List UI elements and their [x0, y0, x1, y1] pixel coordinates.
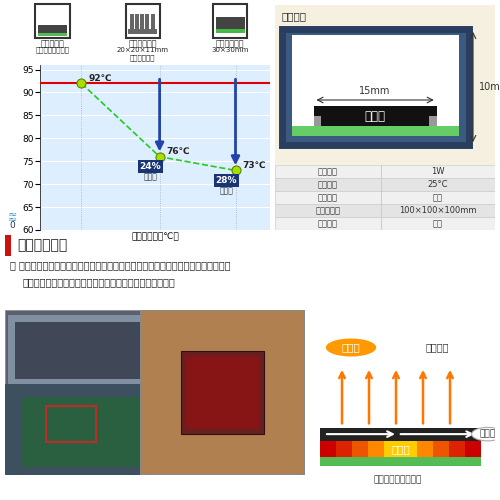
Bar — [275, 191, 495, 204]
Ellipse shape — [472, 428, 500, 441]
Text: 材質：アルミ: 材質：アルミ — [130, 54, 156, 60]
Bar — [130, 14, 134, 28]
Text: 放　射: 放 射 — [342, 342, 360, 352]
Bar — [5, 384, 170, 475]
Text: 伝　導: 伝 導 — [480, 430, 496, 438]
Bar — [151, 14, 154, 28]
Bar — [181, 351, 264, 434]
Bar — [46, 406, 96, 442]
Text: 25°C: 25°C — [428, 180, 448, 189]
Text: 10mm: 10mm — [478, 82, 500, 92]
Bar — [320, 440, 336, 457]
Text: 筐体材質: 筐体材質 — [318, 219, 338, 228]
Bar — [5, 234, 12, 256]
Bar — [186, 356, 259, 429]
Text: 遠赤外線: 遠赤外線 — [426, 342, 449, 352]
Bar — [314, 106, 436, 126]
Bar — [314, 116, 321, 126]
Bar — [8, 315, 166, 384]
Bar — [15, 322, 160, 380]
Bar — [400, 440, 416, 457]
X-axis label: 発熱体温度（℃）: 発熱体温度（℃） — [131, 233, 179, 242]
Bar — [140, 14, 144, 28]
Text: 発熱体のみ: 発熱体のみ — [41, 39, 64, 48]
Text: 20×20×11mm: 20×20×11mm — [117, 47, 169, 53]
Bar — [432, 440, 448, 457]
Bar — [213, 4, 248, 38]
Text: ヒートシンク: ヒートシンク — [128, 39, 157, 48]
Bar — [38, 33, 68, 36]
Bar — [448, 440, 464, 457]
Text: 0: 0 — [10, 222, 16, 230]
Text: ≈: ≈ — [8, 214, 17, 224]
Bar — [368, 440, 384, 457]
Text: 測定環境: 測定環境 — [318, 193, 338, 202]
Bar — [275, 204, 495, 217]
Bar — [384, 440, 400, 457]
Text: 密閉筐体: 密閉筐体 — [282, 11, 306, 21]
Bar — [464, 440, 480, 457]
Text: 28%: 28% — [216, 176, 237, 185]
Text: 周囲温度: 周囲温度 — [318, 180, 338, 189]
Text: 発　熱: 発 熱 — [391, 444, 410, 454]
Text: 低減率: 低減率 — [220, 186, 233, 196]
Bar — [216, 17, 245, 28]
Text: 76℃: 76℃ — [166, 146, 190, 156]
Text: 30×30mm: 30×30mm — [212, 47, 249, 53]
Bar — [275, 217, 495, 230]
Bar — [275, 178, 495, 191]
Bar — [320, 457, 480, 466]
Bar — [135, 14, 139, 28]
Bar — [282, 29, 469, 145]
Bar — [38, 24, 68, 32]
Text: 筐体サイズ: 筐体サイズ — [316, 206, 340, 215]
Bar — [128, 28, 158, 34]
Text: （放熱部品なし）: （放熱部品なし） — [36, 47, 70, 54]
Bar — [429, 116, 436, 126]
Text: 鉰鉄: 鉰鉄 — [433, 219, 443, 228]
Text: 73℃: 73℃ — [242, 160, 266, 170]
Text: 15mm: 15mm — [360, 86, 391, 96]
Text: 24%: 24% — [140, 162, 161, 171]
Bar — [292, 126, 458, 136]
Bar — [126, 4, 160, 38]
Text: の熱を均等に拡散することで高い放熱効果を実現します。: の熱を均等に拡散することで高い放熱効果を実現します。 — [22, 278, 175, 287]
Text: 入力電力: 入力電力 — [318, 167, 338, 176]
Bar — [36, 4, 70, 38]
Bar — [320, 428, 480, 440]
Text: 発熱体: 発熱体 — [364, 110, 386, 122]
Text: 無風: 無風 — [433, 193, 443, 202]
Bar — [352, 440, 368, 457]
Bar — [216, 28, 245, 32]
Bar — [336, 440, 352, 457]
Text: 熱伝導重視の使用例: 熱伝導重視の使用例 — [374, 475, 422, 484]
Bar — [275, 165, 495, 178]
Text: 92℃: 92℃ — [88, 74, 112, 82]
Text: ・ 表面の熱放射層が、発熱体の熱を遠赤外線により放射します。また銅箔が発熱体: ・ 表面の熱放射層が、発熱体の熱を遠赤外線により放射します。また銅箔が発熱体 — [10, 260, 230, 270]
Bar — [315, 343, 486, 470]
Text: シートタイプ: シートタイプ — [216, 39, 244, 48]
Text: ≈: ≈ — [8, 210, 17, 220]
Bar — [416, 440, 432, 457]
Text: 100×100×100mm: 100×100×100mm — [399, 206, 476, 215]
Bar — [146, 14, 150, 28]
Ellipse shape — [326, 338, 376, 356]
Text: 1W: 1W — [431, 167, 444, 176]
Text: シートタイプ: シートタイプ — [17, 238, 68, 252]
Bar — [292, 35, 458, 136]
Text: 低減率: 低減率 — [144, 172, 158, 182]
Bar — [22, 398, 154, 467]
